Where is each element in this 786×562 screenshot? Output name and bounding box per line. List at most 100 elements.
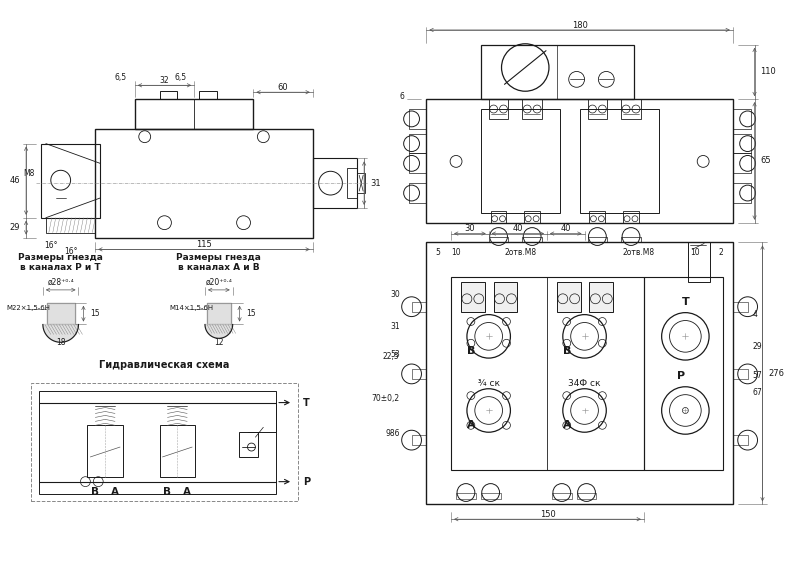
Bar: [135, 99, 253, 129]
Text: М14×1,5-6Н: М14×1,5-6Н: [170, 305, 214, 311]
Text: 57: 57: [752, 371, 762, 380]
Bar: [409, 109, 426, 129]
Bar: [451, 277, 644, 470]
Text: ¾ ск: ¾ ск: [478, 379, 500, 388]
Text: 46: 46: [9, 176, 20, 185]
Text: 2: 2: [718, 248, 723, 257]
Bar: [552, 492, 571, 500]
Text: A: A: [563, 420, 571, 430]
Bar: [621, 237, 641, 242]
Bar: [524, 211, 540, 223]
Bar: [412, 302, 426, 312]
Bar: [587, 237, 608, 242]
Text: 10: 10: [451, 248, 461, 257]
Text: B: B: [91, 487, 99, 497]
Bar: [426, 99, 733, 223]
Bar: [199, 91, 217, 99]
Bar: [95, 129, 313, 238]
Text: в каналах Р и Т: в каналах Р и Т: [20, 262, 101, 271]
Bar: [733, 302, 747, 312]
Bar: [409, 183, 426, 203]
Text: A: A: [111, 487, 119, 497]
Bar: [347, 169, 357, 198]
Bar: [160, 91, 178, 99]
Text: 2отв.М8: 2отв.М8: [623, 248, 655, 257]
Text: 60: 60: [277, 83, 288, 92]
Text: P: P: [303, 477, 310, 487]
Text: B: B: [563, 346, 571, 356]
Text: 16°: 16°: [64, 247, 77, 256]
Text: 65: 65: [761, 156, 771, 165]
Bar: [456, 492, 476, 500]
Text: 150: 150: [540, 510, 556, 519]
Bar: [490, 211, 506, 223]
Bar: [590, 282, 613, 312]
Text: 6: 6: [399, 92, 404, 101]
Bar: [489, 99, 509, 119]
Text: М22×1,5-6Н: М22×1,5-6Н: [6, 305, 50, 311]
Bar: [733, 109, 751, 129]
Bar: [41, 144, 101, 217]
Bar: [522, 99, 542, 119]
Bar: [733, 153, 751, 173]
Bar: [579, 109, 659, 213]
Bar: [733, 369, 747, 379]
Polygon shape: [205, 324, 233, 338]
Bar: [623, 211, 639, 223]
Text: М8: М8: [24, 169, 35, 178]
Text: 30: 30: [465, 224, 476, 233]
Text: Размеры гнезда: Размеры гнезда: [176, 253, 261, 262]
Text: A: A: [467, 420, 476, 430]
Bar: [39, 391, 276, 493]
Text: в каналах А и В: в каналах А и В: [178, 262, 259, 271]
Text: 32: 32: [160, 76, 169, 85]
Text: 30: 30: [390, 291, 400, 300]
Text: B: B: [163, 487, 171, 497]
Text: 5: 5: [435, 248, 441, 257]
Text: ø28⁺⁰·⁴: ø28⁺⁰·⁴: [47, 278, 74, 287]
Text: 34Ф ск: 34Ф ск: [568, 379, 601, 388]
Text: 4: 4: [752, 310, 758, 319]
Text: 70±0,2: 70±0,2: [372, 394, 400, 403]
Bar: [587, 99, 608, 119]
Bar: [412, 435, 426, 445]
Text: 53: 53: [390, 350, 400, 359]
Bar: [239, 432, 259, 457]
Bar: [207, 303, 231, 324]
Text: 29: 29: [9, 223, 20, 232]
Bar: [426, 242, 733, 504]
Text: 986: 986: [385, 429, 400, 438]
Text: Гидравлическая схема: Гидравлическая схема: [99, 360, 230, 370]
Bar: [160, 425, 195, 477]
Text: 15: 15: [247, 309, 256, 318]
Bar: [461, 282, 485, 312]
Text: 6,5: 6,5: [174, 73, 186, 82]
Bar: [412, 369, 426, 379]
Text: 31: 31: [390, 322, 400, 331]
Text: 10: 10: [690, 248, 700, 257]
Polygon shape: [43, 324, 79, 342]
Bar: [481, 109, 560, 213]
Text: 15: 15: [90, 309, 100, 318]
Text: 40: 40: [560, 224, 571, 233]
Text: B: B: [467, 346, 475, 356]
Text: 16°: 16°: [44, 241, 57, 250]
Bar: [47, 303, 75, 324]
Bar: [733, 435, 747, 445]
Bar: [31, 383, 298, 501]
Text: 12: 12: [214, 338, 223, 347]
Bar: [481, 492, 501, 500]
Text: P: P: [678, 371, 685, 381]
Text: ø20⁺⁰·⁴: ø20⁺⁰·⁴: [205, 278, 233, 287]
Text: 110: 110: [761, 67, 777, 76]
Text: 40: 40: [512, 224, 523, 233]
Bar: [733, 183, 751, 203]
Text: 29: 29: [752, 342, 762, 351]
Text: T: T: [303, 397, 310, 407]
Bar: [522, 237, 542, 242]
Bar: [489, 237, 509, 242]
Bar: [481, 45, 634, 99]
Text: 115: 115: [196, 240, 212, 249]
Text: 2отв.М8: 2отв.М8: [505, 248, 536, 257]
Text: 18: 18: [56, 338, 65, 347]
